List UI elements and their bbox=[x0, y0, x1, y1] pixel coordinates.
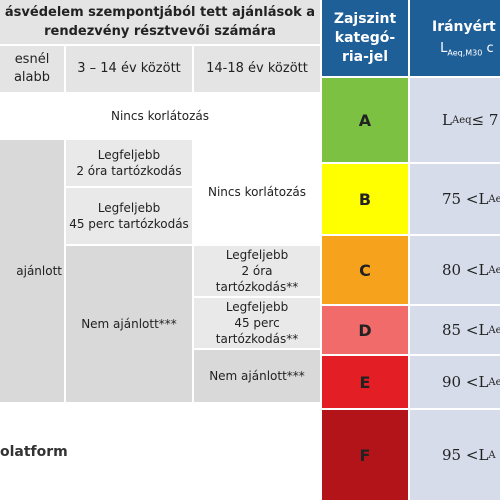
col-header-3-14: 3 – 14 év között bbox=[66, 46, 192, 92]
legend-value-d: 85 < LAeq bbox=[410, 306, 500, 354]
f-14-18-not-recommended: Nem ajánlott*** bbox=[194, 350, 320, 402]
row-a-no-restriction: Nincs korlátozás bbox=[110, 109, 209, 123]
col1-not-recommended: ajánlott bbox=[0, 140, 64, 402]
table-title-line1: ásvédelem szempontjából tett ajánlások a bbox=[4, 5, 316, 20]
d-14-18-line2: 2 óra bbox=[241, 264, 273, 278]
legend-value-a: L Aeq ≤ 7 bbox=[410, 78, 500, 162]
c-3-14-line2: 45 perc tartózkodás bbox=[69, 217, 189, 231]
col-header-youngest-line2: alabb bbox=[13, 70, 51, 85]
c-3-14-line1: Legfeljebb bbox=[97, 201, 161, 215]
legend-header-guide-title: Irányért bbox=[432, 18, 496, 35]
col-header-14-18: 14-18 év között bbox=[194, 46, 320, 92]
legend-band-d: D bbox=[322, 306, 408, 354]
d-14-18-line3: tartózkodás** bbox=[215, 280, 299, 294]
e-14-18-line2: 45 perc bbox=[234, 316, 280, 330]
legend-value-e: 90 < LAeq bbox=[410, 356, 500, 408]
b-3-14-line1: Legfeljebb bbox=[97, 148, 161, 162]
e-14-18-line3: tartózkodás** bbox=[215, 332, 299, 346]
col-header-youngest-line1: esnél bbox=[14, 52, 50, 67]
legend-header-category-line3: ria-jel bbox=[341, 48, 389, 65]
d-14-18-cell: Legfeljebb 2 óra tartózkodás** bbox=[194, 246, 320, 296]
c-3-14-cell: Legfeljebb 45 perc tartózkodás bbox=[66, 188, 192, 244]
legend-header-category: Zajszint kategó- ria-jel bbox=[322, 0, 408, 76]
platform-footer-text: olatform bbox=[0, 444, 68, 460]
de-3-14-not-recommended: Nem ajánlott*** bbox=[66, 246, 192, 402]
legend-band-a: A bbox=[322, 78, 408, 162]
legend-header-guide-symbol: L bbox=[440, 40, 448, 56]
legend-value-b: 75 < LAeq bbox=[410, 164, 500, 234]
legend-header-category-line1: Zajszint bbox=[333, 10, 397, 27]
table-title: ásvédelem szempontjából tett ajánlások a… bbox=[0, 0, 320, 44]
legend-header-guide-tail: c bbox=[486, 40, 494, 56]
b-3-14-line2: 2 óra tartózkodás bbox=[76, 164, 182, 178]
legend-band-f: F bbox=[322, 410, 408, 500]
legend-band-e: E bbox=[322, 356, 408, 408]
legend-band-b: B bbox=[322, 164, 408, 234]
e-14-18-cell: Legfeljebb 45 perc tartózkodás** bbox=[194, 298, 320, 348]
col-header-youngest: esnél alabb bbox=[0, 46, 64, 92]
bc-14-18-no-restriction: Nincs korlátozás bbox=[207, 185, 306, 199]
legend-header-category-line2: kategó- bbox=[334, 29, 396, 46]
table-title-line2: rendezvény résztvevői számára bbox=[44, 24, 276, 39]
d-14-18-line1: Legfeljebb bbox=[225, 248, 289, 262]
legend-value-c: 80 < LAeq bbox=[410, 236, 500, 304]
b-3-14-cell: Legfeljebb 2 óra tartózkodás bbox=[66, 140, 192, 186]
e-14-18-line1: Legfeljebb bbox=[225, 300, 289, 314]
legend-header-guide-subscript: Aeq,M30 bbox=[447, 48, 483, 58]
legend-band-c: C bbox=[322, 236, 408, 304]
legend-header-guide: Irányért LAeq,M30 c bbox=[410, 0, 500, 76]
